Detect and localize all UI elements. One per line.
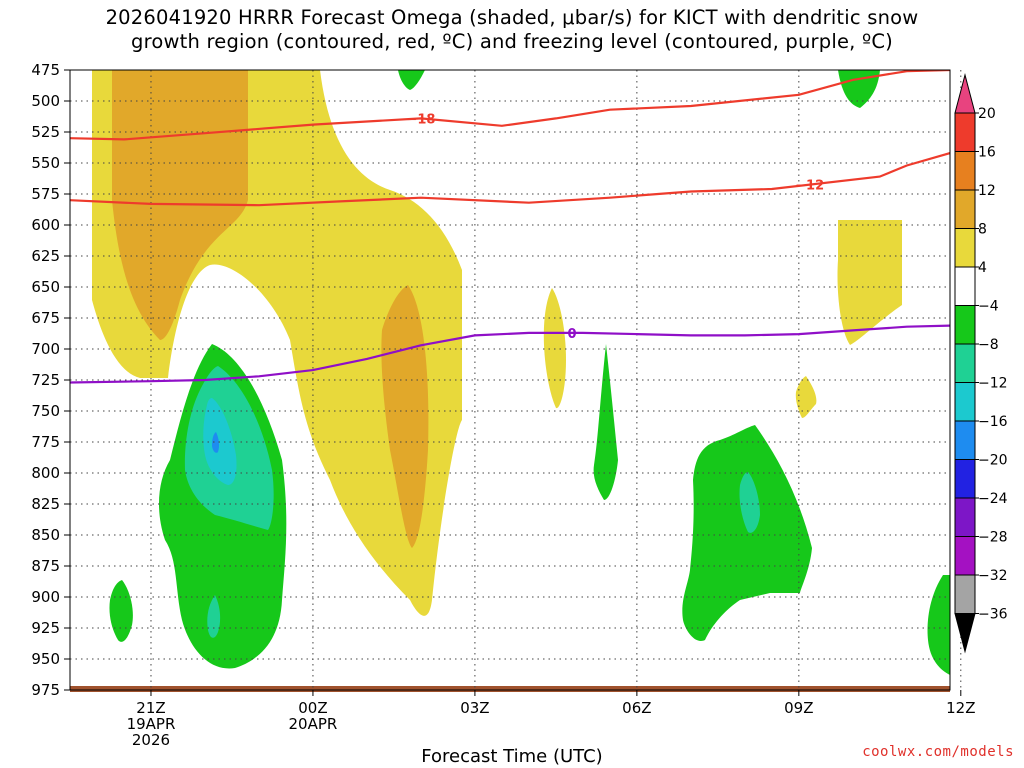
grid [70, 70, 962, 690]
colorbar-label: 12 [978, 183, 996, 199]
omega-shaded-regions [92, 70, 950, 675]
colorbar-label: 16 [978, 145, 996, 161]
x-tick-label: 06Z [622, 699, 651, 717]
colorbar-swatch [954, 112, 976, 152]
y-tick-label: 800 [31, 464, 60, 482]
x-tick-label: 00Z [298, 699, 327, 717]
omega-region-4-8-c [543, 288, 566, 409]
ground-strip [70, 686, 950, 692]
colorbar-swatch [954, 343, 976, 383]
credit-link[interactable]: coolwx.com/models [862, 744, 1014, 760]
omega-region-minus4-minus8-f [398, 70, 425, 90]
colorbar-swatch [954, 574, 976, 614]
colorbar-label: −24 [978, 491, 1008, 507]
x-tick-label: 12Z [946, 699, 975, 717]
y-tick-label: 550 [31, 154, 60, 172]
y-tick-label: 975 [31, 681, 60, 699]
colorbar-swatch [954, 305, 976, 345]
chart-title: 2026041920 HRRR Forecast Omega (shaded, … [0, 6, 1024, 54]
x-tick-label: 19APR [127, 715, 176, 733]
colorbar-swatch [954, 382, 976, 422]
y-tick-label: 950 [31, 650, 60, 668]
colorbar-swatch [954, 189, 976, 229]
x-tick-label: 20APR [289, 715, 338, 733]
y-tick-label: 625 [31, 247, 60, 265]
x-tick-label: 21Z [136, 699, 165, 717]
y-tick-label: 875 [31, 557, 60, 575]
colorbar: 20 16 12 8 4 −4 −8 −12 −16 −20 −24 −28 −32 −36 [954, 73, 1008, 654]
colorbar-label: −4 [978, 299, 999, 315]
colorbar-swatch [954, 497, 976, 537]
y-tick-label: 900 [31, 588, 60, 606]
colorbar-label: −20 [978, 453, 1008, 469]
y-tick-label: 700 [31, 340, 60, 358]
colorbar-label: −12 [978, 376, 1008, 392]
contour-line--18 [70, 70, 950, 141]
y-tick-label: 750 [31, 402, 60, 420]
y-tick-label: 475 [31, 61, 60, 79]
omega-region-minus4-minus8-e [927, 575, 950, 675]
colorbar-swatch [954, 228, 976, 268]
contour-line--12 [70, 152, 950, 207]
y-tick-label: 500 [31, 92, 60, 110]
colorbar-label: −28 [978, 530, 1008, 546]
omega-region-minus4-minus8-g [838, 70, 880, 108]
y-tick-label: 775 [31, 433, 60, 451]
colorbar-label: 8 [978, 222, 987, 238]
y-axis: 475 500 525 550 575 600 625 650 675 700 725 750 775 8… [31, 61, 70, 699]
colorbar-label: −36 [978, 607, 1008, 623]
colorbar-bottom-arrow [954, 613, 976, 654]
x-axis-title: Forecast Time (UTC) [421, 746, 603, 767]
colorbar-swatch [954, 151, 976, 191]
colorbar-label: 4 [978, 260, 987, 276]
y-tick-label: 825 [31, 495, 60, 513]
y-tick-label: 575 [31, 185, 60, 203]
omega-region-minus16-minus20 [212, 432, 220, 453]
y-tick-label: 525 [31, 123, 60, 141]
colorbar-swatch [954, 536, 976, 576]
y-tick-label: 650 [31, 278, 60, 296]
colorbar-label: 20 [978, 106, 996, 122]
y-tick-label: 850 [31, 526, 60, 544]
y-tick-label: 925 [31, 619, 60, 637]
omega-region-8-12-b [381, 285, 429, 548]
colorbar-swatch [954, 420, 976, 460]
omega-region-minus8-minus12-c [739, 472, 760, 533]
omega-region-4-8-d [837, 220, 902, 345]
colorbar-top-arrow [954, 73, 976, 114]
colorbar-swatch [954, 459, 976, 499]
colorbar-swatch [954, 266, 976, 306]
colorbar-label: −8 [978, 337, 999, 353]
x-tick-label: 03Z [460, 699, 489, 717]
contour-label-0: 0 [568, 327, 577, 342]
colorbar-label: −32 [978, 568, 1008, 584]
temperature-contours: −18 −12 0 [70, 70, 950, 384]
y-tick-label: 600 [31, 216, 60, 234]
omega-region-4-8-e [795, 376, 817, 418]
x-tick-label: 2026 [132, 731, 170, 749]
y-tick-label: 725 [31, 371, 60, 389]
contour-label--18: −18 [406, 112, 435, 127]
omega-region-minus8-minus12-b [207, 595, 221, 638]
y-tick-label: 675 [31, 309, 60, 327]
title-line-1: 2026041920 HRRR Forecast Omega (shaded, … [105, 6, 919, 29]
contour-label--12: −12 [795, 179, 824, 194]
x-tick-label: 09Z [784, 699, 813, 717]
colorbar-label: −16 [978, 414, 1008, 430]
title-line-2: growth region (contoured, red, ºC) and f… [131, 30, 893, 53]
contour-line-0 [70, 324, 950, 384]
omega-region-minus4-minus8-d [682, 425, 812, 641]
omega-region-minus4-minus8-b [109, 580, 133, 642]
omega-region-minus4-minus8-c [593, 344, 618, 500]
